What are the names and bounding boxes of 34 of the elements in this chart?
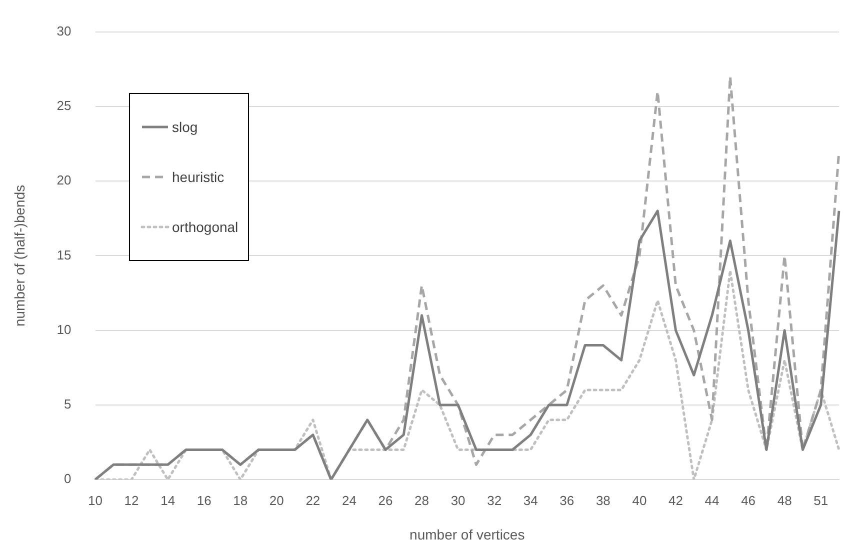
x-tick-label: 44: [704, 492, 720, 508]
x-tick-label: 32: [487, 492, 502, 508]
legend-label: orthogonal: [172, 219, 238, 235]
x-tick-label: 30: [450, 492, 466, 508]
y-tick-label: 20: [56, 172, 72, 188]
x-tick-label: 48: [777, 492, 792, 508]
x-tick-label: 38: [596, 492, 610, 508]
x-tick-label: 51: [814, 492, 828, 508]
legend-label: slog: [172, 119, 198, 135]
x-tick-label: 28: [414, 492, 430, 508]
y-tick-label: 15: [56, 247, 72, 262]
x-tick-label: 34: [523, 492, 538, 508]
y-tick-label: 10: [56, 322, 72, 337]
x-tick-label: 24: [342, 492, 356, 508]
x-tick-label: 42: [668, 492, 683, 508]
x-tick-label: 20: [269, 492, 284, 508]
x-tick-label: 14: [160, 492, 176, 508]
x-tick-label: 12: [124, 492, 139, 508]
y-tick-label: 5: [64, 396, 72, 412]
x-axis-title: number of vertices: [410, 526, 525, 542]
x-tick-label: 40: [632, 492, 647, 508]
x-tick-label: 10: [88, 492, 102, 508]
x-tick-label: 18: [233, 492, 248, 508]
line-series: [94, 269, 840, 480]
y-tick-label: 25: [56, 98, 72, 114]
y-axis-title: number of (half-)bends: [11, 184, 28, 327]
x-tick-label: 26: [378, 492, 393, 508]
legend-label: heuristic: [172, 169, 224, 185]
y-tick-label: 30: [56, 23, 72, 38]
x-tick-label: 36: [560, 492, 574, 508]
y-tick-label: 0: [64, 471, 72, 486]
x-tick-label: 16: [196, 492, 212, 508]
x-tick-label: 22: [306, 492, 320, 508]
x-tick-label: 46: [741, 492, 756, 508]
